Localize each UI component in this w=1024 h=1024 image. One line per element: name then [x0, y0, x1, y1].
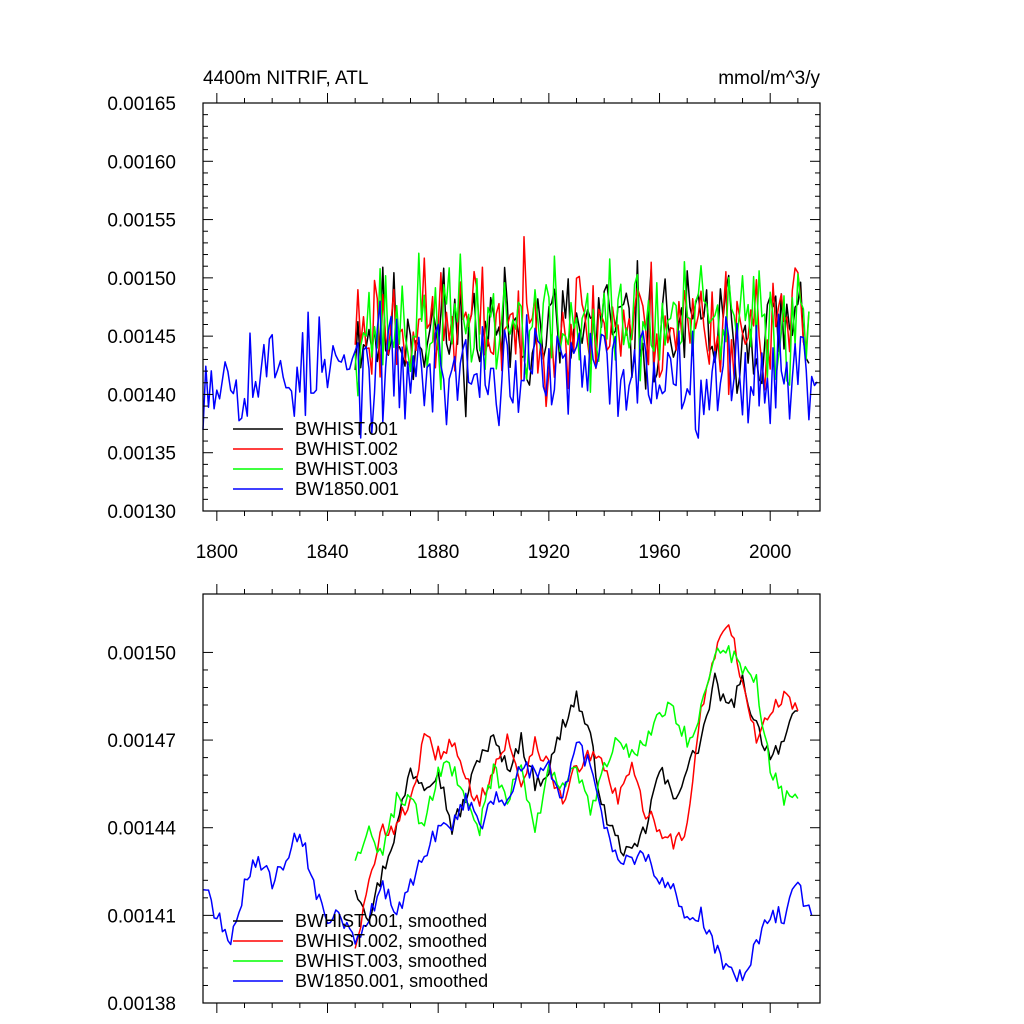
top-y-tick-label: 0.00165: [107, 94, 176, 115]
top-y-tick-label: 0.00140: [107, 385, 176, 406]
bottom-legend-label: BWHIST.003, smoothed: [295, 951, 487, 971]
bottom-legend-label: BWHIST.002, smoothed: [295, 931, 487, 951]
bottom-y-tick-label: 0.00147: [107, 731, 176, 752]
top-x-tick-label: 1800: [196, 542, 238, 563]
top-legend-label: BWHIST.003: [295, 459, 398, 479]
top-x-tick-label: 1840: [306, 542, 348, 563]
bottom-y-tick-label: 0.00144: [107, 819, 176, 840]
bottom-series-group: [202, 624, 813, 983]
top-x-tick-label: 1920: [528, 542, 570, 563]
top-series-group: [202, 236, 818, 439]
top-x-tick-label: 1960: [638, 542, 680, 563]
bottom-y-tick-label: 0.00138: [107, 994, 176, 1015]
bottom-y-tick-label: 0.00150: [107, 643, 176, 664]
top-y-tick-label: 0.00155: [107, 211, 176, 232]
panel-top: 4400m NITRIF, ATL mmol/m^3/y 0.001300.00…: [107, 68, 821, 563]
top-y-tick-label: 0.00160: [107, 152, 176, 173]
bottom-axes: 0.00138 0.00141 0.00144 0.00147 0.00150: [107, 584, 821, 1015]
bottom-y-tick-label: 0.00141: [107, 906, 176, 927]
top-y-tick-label: 0.00150: [107, 269, 176, 290]
top-y-tick-label: 0.00135: [107, 444, 176, 465]
bottom-series-line-3: [354, 645, 799, 861]
bottom-legend-label: BWHIST.001, smoothed: [295, 911, 487, 931]
top-series-line-3: [354, 252, 810, 397]
top-axes: 0.00130 0.00135 0.00140 0.00145 0.00150 0.001…: [107, 93, 821, 563]
bottom-legend-label: BW1850.001, smoothed: [295, 971, 488, 991]
chart-title-left: 4400m NITRIF, ATL: [203, 68, 368, 89]
bottom-plot-frame: [202, 593, 821, 1004]
bottom-series-line-1: [354, 672, 798, 923]
panel-bottom: 0.00138 0.00141 0.00144 0.00147 0.00150 BWHI…: [107, 584, 821, 1015]
top-series-line-2: [354, 236, 810, 408]
top-plot-frame: [202, 102, 821, 512]
top-legend-label: BWHIST.002: [295, 439, 398, 459]
top-series-line-4: [202, 300, 818, 439]
top-x-tick-label: 1880: [417, 542, 459, 563]
top-x-tick-label: 2000: [749, 542, 791, 563]
top-y-tick-label: 0.00145: [107, 327, 176, 348]
top-series-line-1: [354, 260, 810, 418]
bottom-series-line-2: [354, 624, 799, 949]
chart-units-label: mmol/m^3/y: [718, 68, 820, 89]
bottom-series-line-4: [202, 741, 813, 983]
top-legend-label: BWHIST.001: [295, 419, 398, 439]
top-legend-label: BW1850.001: [295, 479, 399, 499]
top-y-tick-label: 0.00130: [107, 502, 176, 523]
